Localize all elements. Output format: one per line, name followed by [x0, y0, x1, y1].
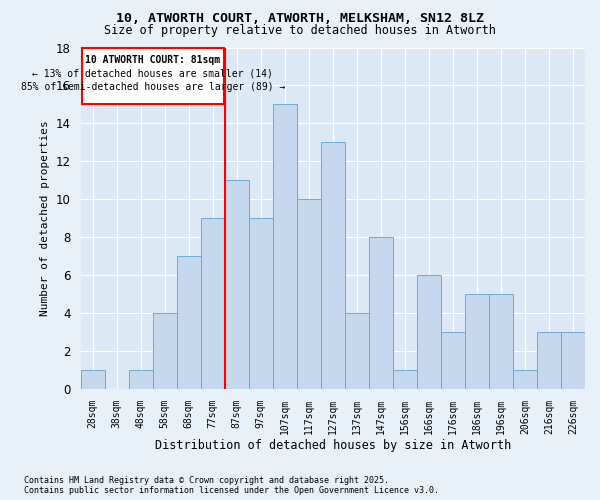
Text: ← 13% of detached houses are smaller (14): ← 13% of detached houses are smaller (14… [32, 68, 273, 78]
Bar [537, 332, 561, 389]
Bar [225, 180, 249, 389]
Bar [249, 218, 273, 389]
Text: 85% of semi-detached houses are larger (89) →: 85% of semi-detached houses are larger (… [20, 82, 285, 92]
Text: 10 ATWORTH COURT: 81sqm: 10 ATWORTH COURT: 81sqm [85, 55, 220, 65]
Bar [321, 142, 345, 389]
Bar [489, 294, 513, 389]
Text: Contains public sector information licensed under the Open Government Licence v3: Contains public sector information licen… [24, 486, 439, 495]
Text: 10, ATWORTH COURT, ATWORTH, MELKSHAM, SN12 8LZ: 10, ATWORTH COURT, ATWORTH, MELKSHAM, SN… [116, 12, 484, 26]
Bar [441, 332, 465, 389]
Bar [513, 370, 537, 389]
Bar [369, 237, 393, 389]
Bar [393, 370, 417, 389]
Bar [273, 104, 297, 389]
Text: Size of property relative to detached houses in Atworth: Size of property relative to detached ho… [104, 24, 496, 37]
Bar [417, 275, 441, 389]
Bar [465, 294, 489, 389]
Bar [153, 313, 177, 389]
Bar [297, 200, 321, 389]
FancyBboxPatch shape [82, 48, 224, 104]
Bar [345, 313, 369, 389]
X-axis label: Distribution of detached houses by size in Atworth: Distribution of detached houses by size … [155, 440, 511, 452]
Bar [81, 370, 105, 389]
Y-axis label: Number of detached properties: Number of detached properties [40, 120, 50, 316]
Bar [177, 256, 201, 389]
Bar [129, 370, 153, 389]
Bar [561, 332, 585, 389]
Text: Contains HM Land Registry data © Crown copyright and database right 2025.: Contains HM Land Registry data © Crown c… [24, 476, 389, 485]
Bar [201, 218, 225, 389]
